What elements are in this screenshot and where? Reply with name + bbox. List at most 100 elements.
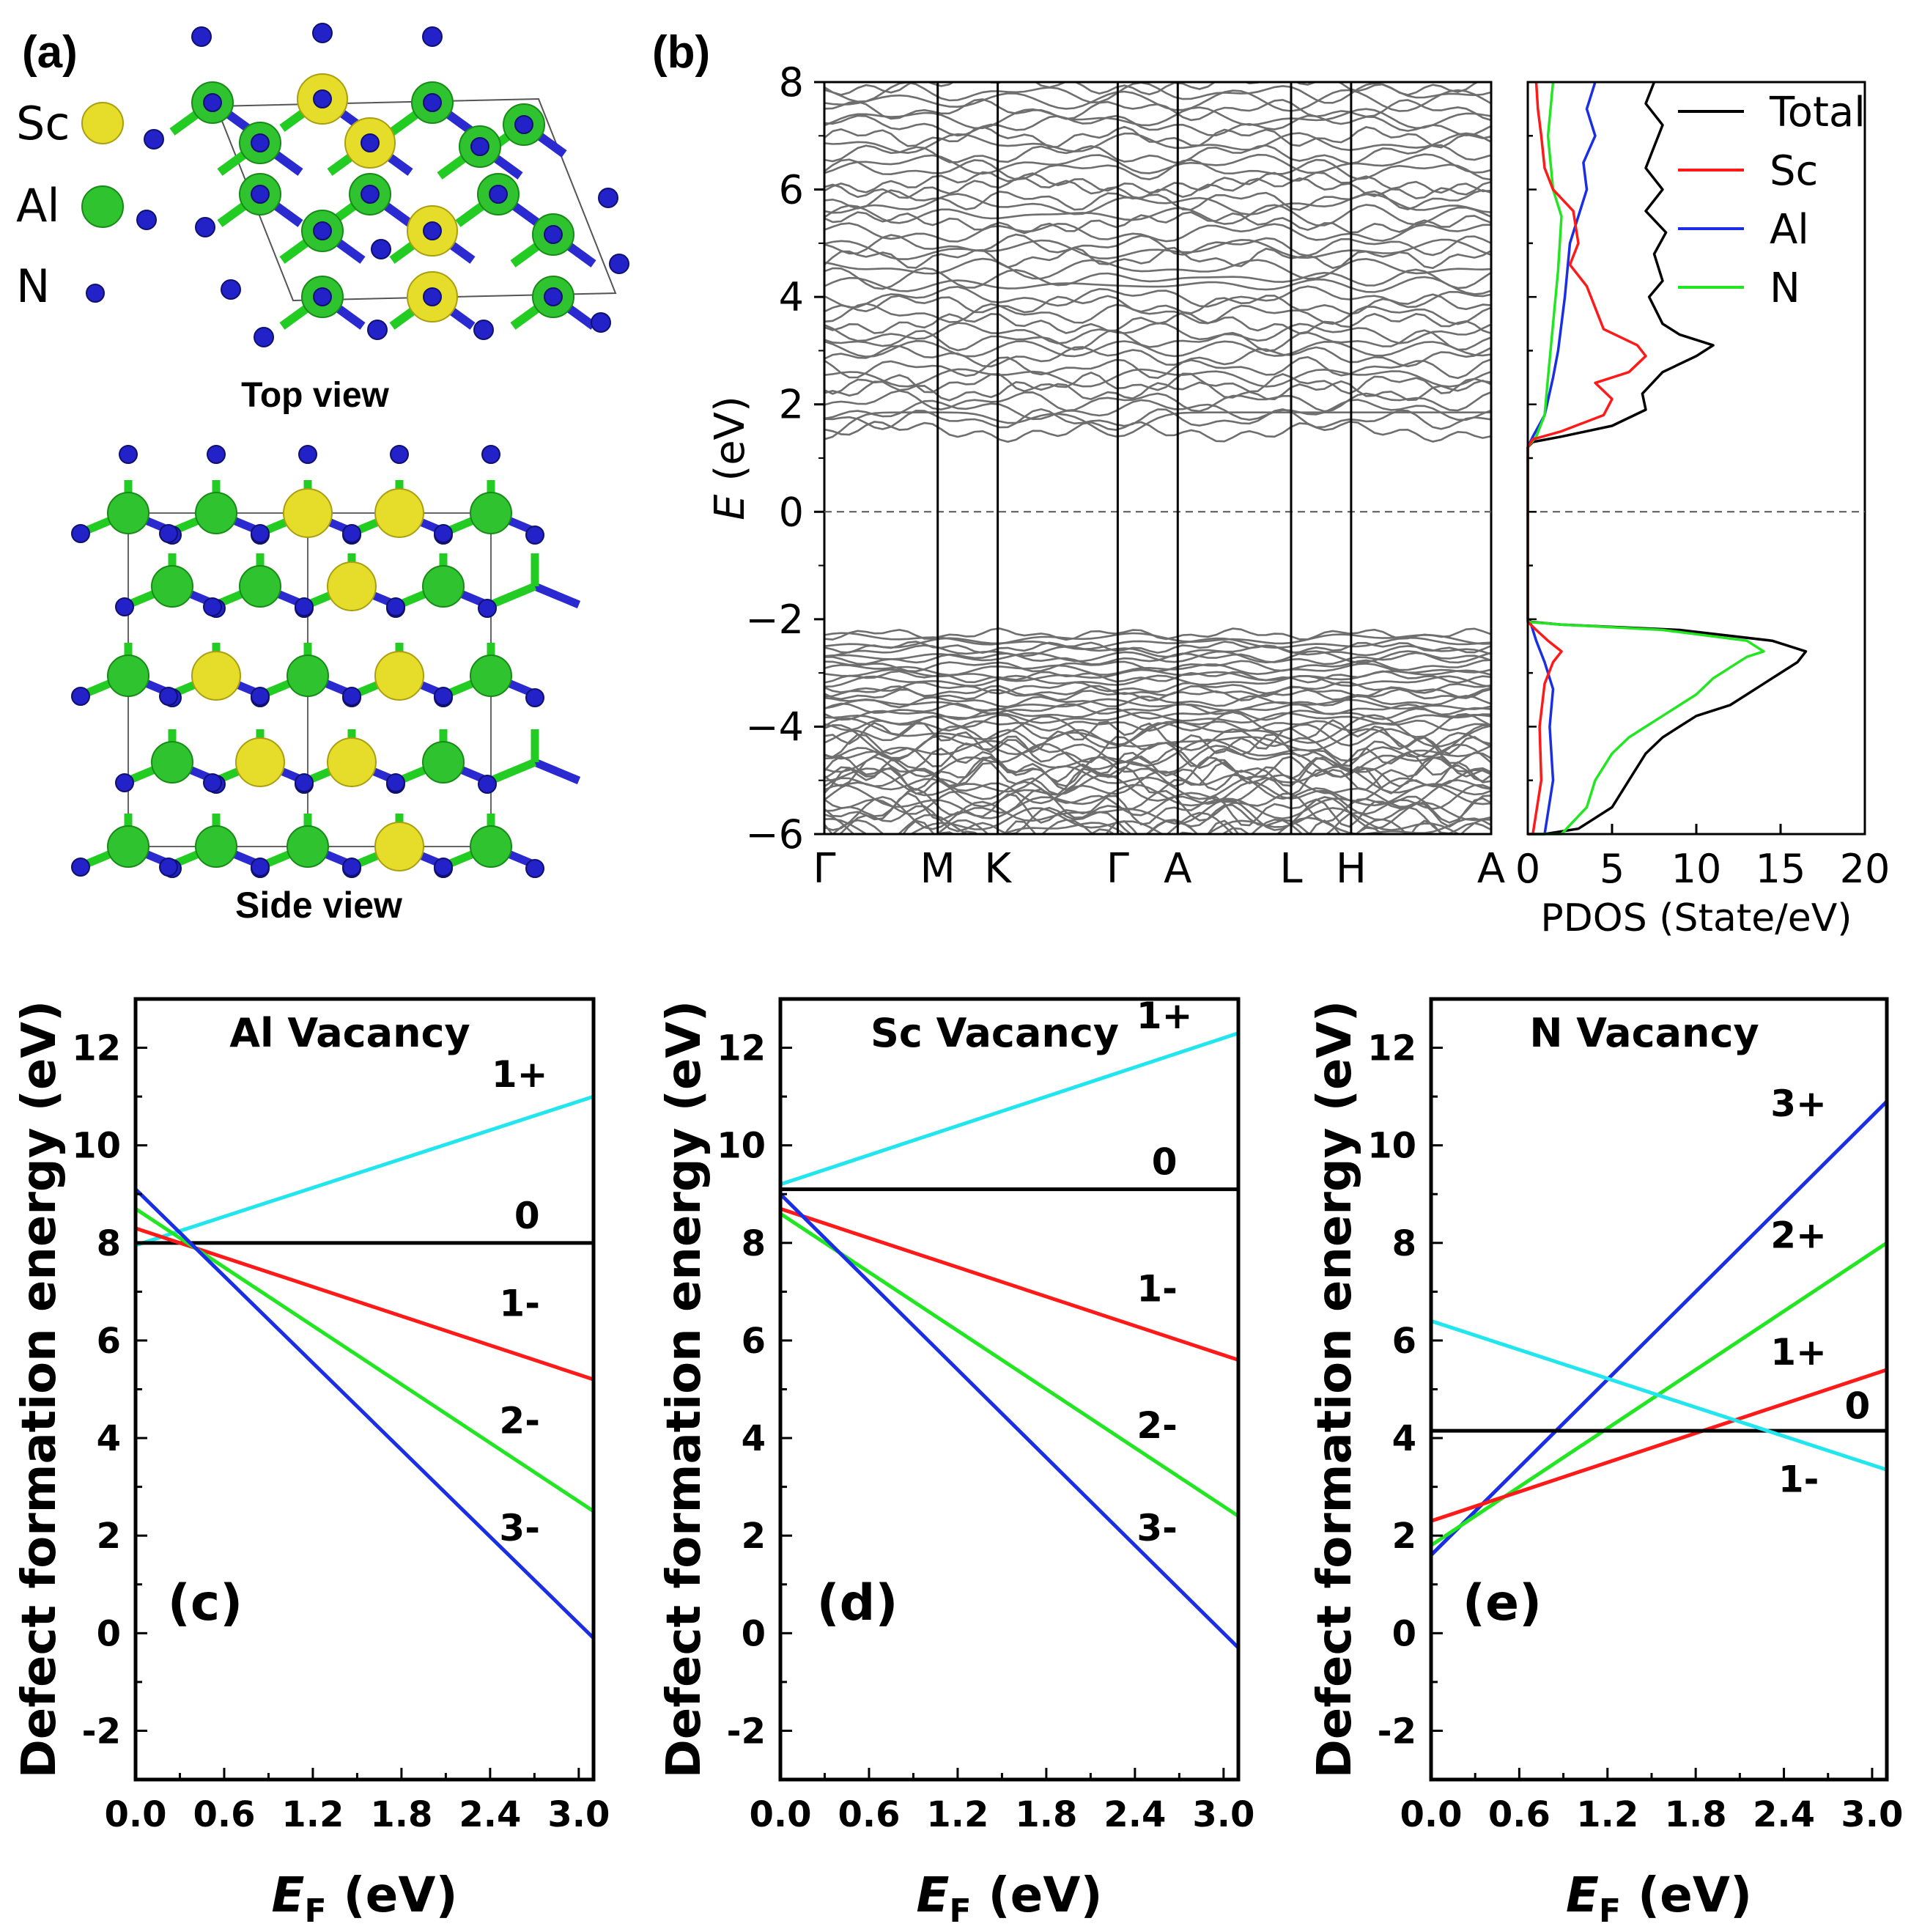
defect-line-1- <box>780 1206 1238 1362</box>
defect-line-2- <box>780 1212 1238 1518</box>
n-atom <box>159 524 178 543</box>
n-atom <box>119 445 138 464</box>
side-view-caption: Side view <box>235 885 402 926</box>
defect-ytick-label: 10 <box>72 1126 121 1167</box>
al-atom <box>287 825 329 868</box>
band-line <box>824 144 1491 165</box>
bond <box>489 582 537 609</box>
charge-state-label: 0 <box>1152 1141 1178 1184</box>
defect-ytick-label: 0 <box>97 1613 121 1654</box>
n-atom <box>251 524 270 543</box>
al-atom <box>151 565 193 608</box>
band-line <box>824 747 1491 783</box>
kpoint-label: H <box>1336 845 1367 893</box>
band-line <box>831 818 1491 834</box>
band-line <box>824 222 1491 243</box>
charge-state-label: 3- <box>1136 1507 1178 1549</box>
band-line <box>824 681 1491 695</box>
pdos-line-sc <box>1526 81 1647 836</box>
defect-ytick-label: 10 <box>1367 1126 1416 1167</box>
n-atom <box>295 597 314 616</box>
side-view-structure <box>71 445 581 878</box>
al-atom <box>470 825 512 868</box>
charge-state-label: 2- <box>499 1399 540 1442</box>
defect-line-3- <box>136 1187 594 1640</box>
band-ytick-label: −2 <box>745 597 804 643</box>
band-line <box>824 784 1491 820</box>
band-line <box>824 204 1491 226</box>
pdos-line-n <box>1526 81 1765 836</box>
band-line <box>824 246 1491 270</box>
defect-ytick-label: 4 <box>97 1418 121 1459</box>
pdos-legend-label: Sc <box>1770 147 1818 195</box>
charge-state-label: 3- <box>499 1507 540 1549</box>
n-atom <box>159 687 178 706</box>
legend-al-label: Al <box>16 179 60 232</box>
band-line <box>824 132 1491 155</box>
band-line <box>824 787 1491 824</box>
n-atom <box>544 225 563 244</box>
band-line <box>824 674 1491 688</box>
defect-ytick-label: 6 <box>742 1321 766 1362</box>
band-line <box>824 632 1491 646</box>
band-line <box>824 233 1491 257</box>
charge-state-label: 1+ <box>492 1053 548 1096</box>
band-line <box>824 420 1491 443</box>
al-atom <box>287 655 329 697</box>
band-line <box>824 702 1491 716</box>
band-line <box>824 177 1491 200</box>
band-line <box>824 694 1491 709</box>
defect-ytick-label: 12 <box>1367 1028 1416 1069</box>
defect-xtick-label: 3.0 <box>1192 1794 1254 1835</box>
n-atom <box>251 687 270 706</box>
n-atom <box>361 185 380 204</box>
defect-ylabel: Defect formation energy (eV) <box>12 1000 67 1778</box>
band-line <box>824 171 1491 194</box>
band-line <box>824 652 1491 665</box>
defect-ytick-label: 0 <box>1392 1613 1416 1654</box>
band-line <box>824 285 1491 309</box>
pdos-xtick-label: 15 <box>1756 846 1806 892</box>
pdos-legend-label: N <box>1770 265 1800 312</box>
band-line <box>824 733 1491 767</box>
n-atom <box>473 320 494 340</box>
n-atom <box>591 312 611 333</box>
sc-atom <box>235 737 285 787</box>
charge-state-label: 1+ <box>1136 995 1193 1037</box>
band-line <box>824 344 1491 368</box>
band-line <box>824 379 1491 402</box>
charge-state-label: 1- <box>1778 1458 1819 1500</box>
band-line <box>824 153 1491 175</box>
defect-ylabel: Defect formation energy (eV) <box>657 1000 711 1778</box>
band-line <box>824 193 1491 216</box>
band-line <box>824 267 1491 290</box>
band-lines <box>824 82 1491 834</box>
n-atom <box>159 858 178 877</box>
band-line <box>824 773 1491 808</box>
n-atom <box>525 688 544 707</box>
defect-xtick-label: 0.0 <box>1400 1794 1462 1835</box>
defect-xtick-label: 3.0 <box>1841 1794 1903 1835</box>
panel-tag: (c) <box>168 1574 243 1632</box>
bond <box>533 582 581 609</box>
band-line <box>824 399 1491 421</box>
defect-ytick-label: 8 <box>1392 1223 1416 1264</box>
panel-a-label: (a) <box>22 27 78 78</box>
panel-tag: (e) <box>1463 1574 1542 1632</box>
n-atom <box>342 524 361 543</box>
n-atom <box>525 859 544 878</box>
band-line <box>824 769 1491 805</box>
bond <box>489 758 537 785</box>
n-atom <box>609 254 629 274</box>
band-line <box>824 738 1491 773</box>
defect-xtick-label: 1.2 <box>926 1794 988 1835</box>
n-atom <box>386 597 405 616</box>
pdos-line-al <box>1526 81 1597 836</box>
defect-lines <box>780 1031 1238 1650</box>
n-atom <box>390 445 409 464</box>
n-atom <box>195 217 215 237</box>
band-line <box>824 698 1491 712</box>
n-atom <box>115 773 134 792</box>
